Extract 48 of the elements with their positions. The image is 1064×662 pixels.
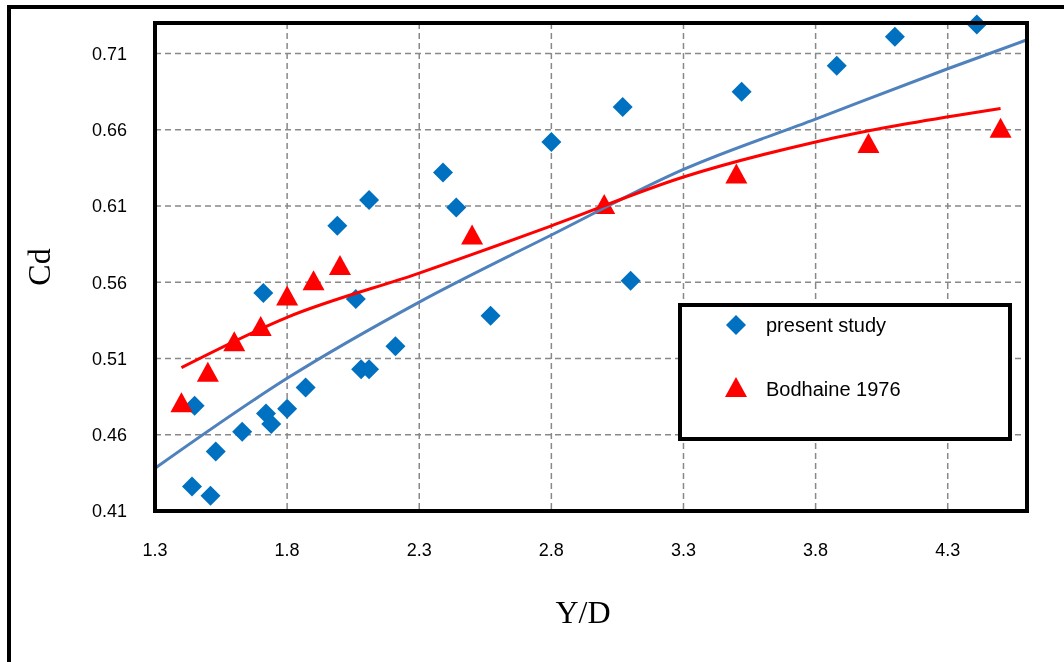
y-tick-label: 0.51	[91, 348, 127, 369]
point	[480, 305, 501, 326]
x-axis-title: Y/D	[555, 594, 611, 630]
point	[446, 197, 467, 218]
point	[253, 282, 274, 303]
y-tick-label: 0.61	[91, 196, 127, 217]
point	[205, 441, 226, 462]
point	[200, 485, 221, 506]
point	[327, 215, 348, 236]
point	[612, 96, 633, 117]
y-tick-label: 0.46	[91, 425, 127, 446]
point	[277, 398, 298, 419]
y-axis-title: Cd	[21, 248, 57, 286]
point	[725, 163, 748, 184]
x-tick-label: 3.8	[803, 540, 829, 560]
point	[295, 377, 316, 398]
point	[620, 270, 641, 291]
x-tick-label: 1.3	[142, 540, 168, 560]
point	[989, 117, 1012, 138]
y-tick-label: 0.71	[91, 43, 127, 64]
point	[461, 224, 484, 245]
point	[857, 133, 880, 153]
point	[181, 476, 202, 497]
point	[302, 270, 325, 291]
point	[884, 26, 905, 47]
point	[232, 421, 253, 442]
y-tick-label: 0.66	[91, 120, 127, 141]
x-tick-label: 2.8	[538, 540, 564, 560]
point	[385, 336, 406, 357]
y-tick-label: 0.56	[91, 272, 127, 293]
legend-label: present study	[766, 314, 887, 336]
point	[170, 392, 193, 413]
line-series	[179, 106, 1003, 370]
point	[359, 189, 380, 210]
point	[196, 361, 219, 382]
y-tick-label: 0.41	[91, 501, 127, 522]
point	[731, 81, 752, 102]
x-tick-label: 1.8	[274, 540, 300, 560]
point	[433, 162, 454, 183]
x-tick-label: 2.3	[406, 540, 432, 560]
point	[328, 255, 351, 275]
point	[276, 285, 299, 306]
legend-label: Bodhaine 1976	[766, 378, 901, 400]
x-tick-label: 3.3	[670, 540, 696, 560]
x-tick-label: 4.3	[935, 540, 961, 560]
point	[541, 131, 562, 152]
point	[826, 55, 847, 76]
point	[261, 414, 282, 435]
